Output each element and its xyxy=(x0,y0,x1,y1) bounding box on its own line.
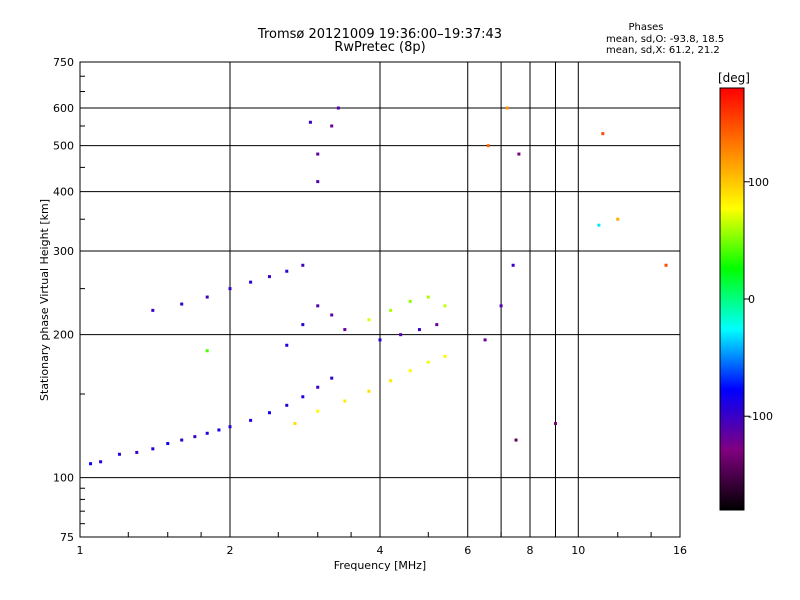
data-point xyxy=(378,338,382,342)
x-tick-label: 1 xyxy=(77,544,84,557)
data-point xyxy=(553,422,557,426)
data-point xyxy=(336,106,340,110)
data-point xyxy=(293,422,297,426)
x-tick-label: 4 xyxy=(377,544,384,557)
data-point xyxy=(285,269,289,273)
data-point xyxy=(389,379,393,383)
data-point xyxy=(408,369,412,373)
y-tick-label: 750 xyxy=(53,56,74,69)
data-point xyxy=(601,132,605,136)
data-point xyxy=(330,313,334,317)
data-point xyxy=(408,299,412,303)
data-point xyxy=(367,389,371,393)
y-tick-label: 200 xyxy=(53,329,74,342)
data-point xyxy=(308,120,312,124)
data-point xyxy=(330,376,334,380)
data-point xyxy=(301,395,305,399)
data-point xyxy=(426,360,430,364)
data-point xyxy=(301,263,305,267)
data-point xyxy=(417,328,421,332)
x-tick-label: 2 xyxy=(227,544,234,557)
colorbar xyxy=(719,87,745,511)
data-point xyxy=(514,438,518,442)
data-point xyxy=(193,435,197,439)
data-point xyxy=(426,295,430,299)
data-point xyxy=(505,106,509,110)
data-point xyxy=(285,403,289,407)
chart-title: Tromsø 20121009 19:36:00–19:37:43 xyxy=(257,27,503,42)
data-point xyxy=(267,275,271,279)
data-point xyxy=(511,263,515,267)
colorbar-tick-label: 0 xyxy=(748,293,755,306)
data-point xyxy=(249,418,253,422)
axis-ticks: 1 2 4 6 8 10 16 75 100 200 300 400 500 600 750 xyxy=(53,56,687,557)
data-point xyxy=(517,152,521,156)
data-point xyxy=(443,354,447,358)
data-point xyxy=(443,304,447,308)
y-axis-label: Stationary phase Virtual Height [km] xyxy=(38,199,51,401)
data-point xyxy=(486,144,490,148)
data-point xyxy=(389,308,393,312)
x-tick-label: 10 xyxy=(571,544,585,557)
chart-subtitle: RwPretec (8p) xyxy=(334,40,426,55)
data-point xyxy=(285,343,289,347)
data-point xyxy=(205,349,209,353)
y-tick-label: 600 xyxy=(53,102,74,115)
data-point xyxy=(151,308,155,312)
data-point xyxy=(343,399,347,403)
colorbar-tick-label: 100 xyxy=(748,176,769,189)
data-point xyxy=(135,450,139,454)
data-point xyxy=(367,318,371,322)
x-axis-label: Frequency [MHz] xyxy=(334,559,426,572)
data-point xyxy=(166,442,170,446)
data-point xyxy=(117,452,121,456)
colorbar-ticks: 100 0 -100 xyxy=(744,176,773,423)
data-point xyxy=(435,323,439,327)
colorbar-label: [deg] xyxy=(718,71,750,85)
data-point xyxy=(597,223,601,227)
data-point xyxy=(316,385,320,389)
data-point xyxy=(228,425,232,429)
data-point xyxy=(316,180,320,184)
data-point xyxy=(205,431,209,435)
data-point xyxy=(316,152,320,156)
data-point xyxy=(99,460,103,464)
data-point xyxy=(249,280,253,284)
data-point xyxy=(267,411,271,415)
data-point xyxy=(664,263,668,267)
data-point xyxy=(180,438,184,442)
data-point xyxy=(89,462,93,466)
plot-frame xyxy=(79,61,681,538)
colorbar-tick-label: -100 xyxy=(748,410,773,423)
x-tick-label: 6 xyxy=(464,544,471,557)
phases-o-stats: mean, sd,O: -93.8, 18.5 xyxy=(606,34,725,45)
data-points xyxy=(89,106,668,466)
data-point xyxy=(151,447,155,451)
phases-heading: Phases xyxy=(628,22,664,33)
data-point xyxy=(343,328,347,332)
x-tick-label: 8 xyxy=(527,544,534,557)
data-point xyxy=(205,295,209,299)
data-point xyxy=(180,302,184,306)
y-tick-label: 400 xyxy=(53,186,74,199)
phases-x-stats: mean, sd,X: 61.2, 21.2 xyxy=(606,45,720,56)
y-tick-label: 75 xyxy=(60,531,74,544)
data-point xyxy=(228,287,232,291)
data-point xyxy=(316,409,320,413)
data-point xyxy=(616,217,620,221)
data-point xyxy=(217,428,221,432)
data-point xyxy=(399,333,403,337)
data-point xyxy=(316,304,320,308)
x-tick-label: 16 xyxy=(673,544,687,557)
grid-lines xyxy=(79,61,681,538)
data-point xyxy=(499,304,503,308)
y-tick-label: 300 xyxy=(53,245,74,258)
data-point xyxy=(330,124,334,128)
y-tick-label: 100 xyxy=(53,472,74,485)
y-tick-label: 500 xyxy=(53,140,74,153)
data-point xyxy=(483,338,487,342)
data-point xyxy=(301,323,305,327)
